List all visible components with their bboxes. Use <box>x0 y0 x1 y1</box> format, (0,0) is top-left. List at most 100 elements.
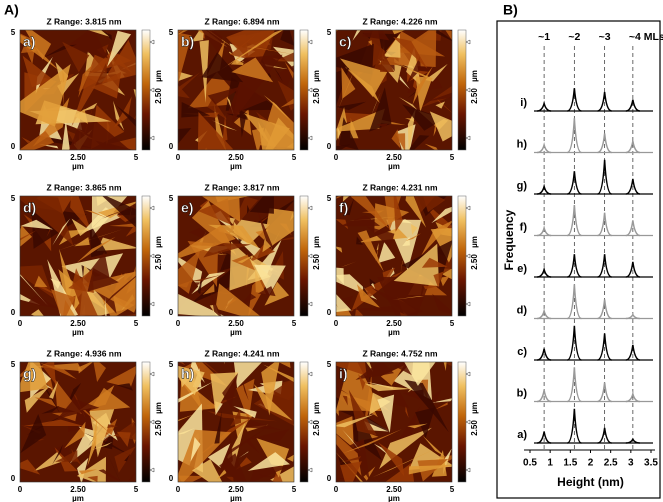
colorbar <box>141 195 151 317</box>
afm-flake <box>229 30 275 63</box>
afm-flake <box>133 89 136 100</box>
series-label: d) <box>517 304 528 316</box>
afm-flake <box>101 39 136 84</box>
z-range: Z Range: 4.752 nm <box>362 348 438 358</box>
afm-flake <box>427 92 452 102</box>
afm-flake <box>199 40 209 103</box>
afm-flake <box>227 217 270 246</box>
y-tick-label: 5 <box>169 360 174 369</box>
afm-flake <box>27 295 60 309</box>
afm-flake <box>443 362 452 367</box>
image-label: g) <box>23 366 36 382</box>
afm-flake <box>20 64 71 127</box>
afm-flake <box>402 236 410 247</box>
afm-flake <box>62 41 90 73</box>
afm-flake <box>294 207 300 209</box>
image-label: e) <box>181 200 193 216</box>
colorbar-marker <box>307 467 313 473</box>
afm-flake <box>246 204 250 214</box>
series-label: g) <box>517 180 528 192</box>
x-tick-label: 0 <box>334 319 339 328</box>
afm-flake <box>408 464 452 475</box>
afm-flake <box>423 196 446 213</box>
z-range: Z Range: 4.936 nm <box>46 348 122 358</box>
afm-flake <box>68 269 94 293</box>
afm-flake <box>374 203 410 233</box>
afm-flake <box>254 269 267 295</box>
afm-flake <box>222 115 228 142</box>
afm-flake <box>191 30 204 42</box>
afm-flake <box>369 87 392 132</box>
afm-flake <box>435 97 452 113</box>
afm-flake <box>76 456 106 482</box>
afm-flake <box>405 404 409 418</box>
afm-flake <box>373 443 391 457</box>
afm-flake <box>422 435 447 458</box>
afm-flake <box>178 293 225 316</box>
afm-flake <box>78 362 94 374</box>
colorbar <box>299 29 309 151</box>
afm-image <box>178 30 294 150</box>
x-tick-label: 0 <box>18 153 23 162</box>
colorbar-marker <box>465 419 471 425</box>
afm-flake <box>91 196 128 238</box>
image-frame <box>19 29 137 151</box>
afm-flake <box>368 374 371 382</box>
afm-flake <box>263 95 291 122</box>
afm-flake <box>50 289 76 316</box>
afm-flake <box>207 98 228 120</box>
afm-flake <box>114 446 136 473</box>
afm-flake <box>272 469 283 482</box>
y-tick-label: 5 <box>169 194 174 203</box>
afm-flake <box>433 122 437 137</box>
x-tick-label: 0 <box>176 319 181 328</box>
peak <box>625 178 640 195</box>
afm-flake <box>372 448 436 478</box>
afm-image <box>20 362 136 482</box>
afm-flake <box>102 205 136 219</box>
afm-flake <box>55 450 78 462</box>
afm-flake <box>197 112 234 150</box>
afm-flake <box>113 100 125 131</box>
peak <box>567 408 582 444</box>
afm-flake <box>407 91 416 99</box>
afm-flake <box>107 424 118 429</box>
colorbar-marker <box>149 205 155 211</box>
x-unit: µm <box>388 328 400 337</box>
z-range: Z Range: 3.865 nm <box>46 182 122 192</box>
afm-flake <box>263 364 294 383</box>
afm-flake <box>87 30 110 37</box>
z-range: Z Range: 4.231 nm <box>362 182 438 192</box>
peak <box>537 141 552 154</box>
x-tick-label: 2.50 <box>386 319 402 328</box>
afm-flake <box>247 239 282 281</box>
afm-flake <box>178 414 194 422</box>
afm-flake <box>74 237 90 247</box>
colorbar-marker <box>465 205 471 211</box>
afm-flake <box>116 383 133 391</box>
colorbar-marker <box>149 135 155 141</box>
peak <box>597 299 612 320</box>
colorbar-marker <box>307 253 313 259</box>
afm-flake <box>34 275 48 288</box>
peak <box>625 344 640 361</box>
afm-flake <box>355 362 394 380</box>
peak <box>625 220 640 237</box>
afm-flake <box>20 57 21 58</box>
x-tick-label: 2.50 <box>228 319 244 328</box>
afm-flake <box>336 293 352 313</box>
peak <box>567 118 582 154</box>
afm-flake <box>357 284 381 309</box>
afm-flake <box>20 362 48 393</box>
afm-flake <box>206 30 238 51</box>
afm-flake <box>377 241 396 264</box>
afm-flake <box>71 54 111 127</box>
colorbar-marker <box>307 205 313 211</box>
afm-flake <box>337 127 341 140</box>
afm-flake <box>362 30 390 41</box>
peak <box>625 140 640 154</box>
peak <box>537 348 552 361</box>
afm-flake <box>191 274 222 282</box>
afm-flake <box>38 377 62 417</box>
afm-image <box>178 196 300 316</box>
